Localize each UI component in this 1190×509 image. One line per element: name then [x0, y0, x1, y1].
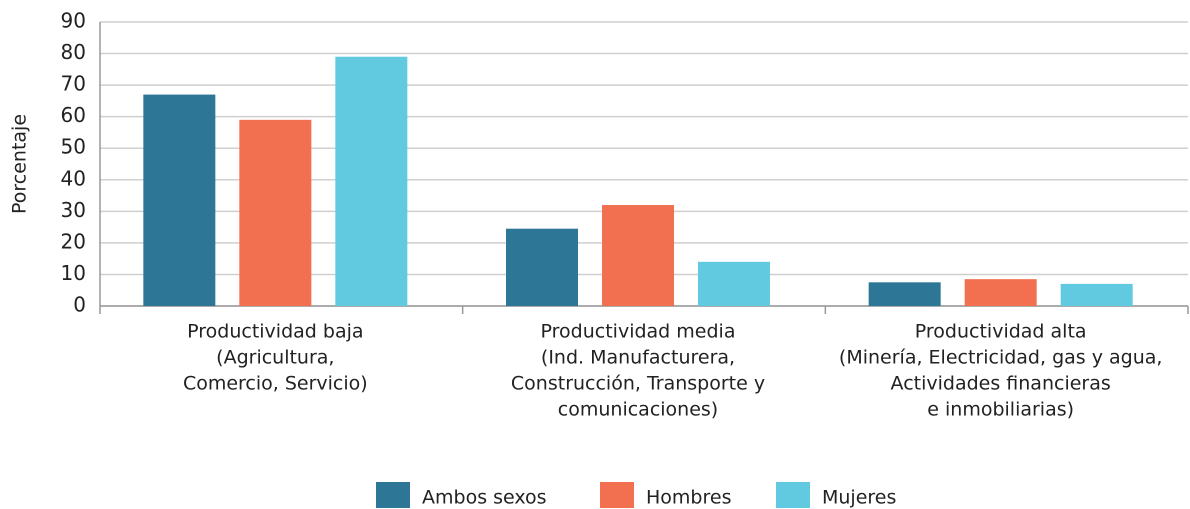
legend-label: Hombres	[646, 487, 731, 509]
x-tick-label: Actividades financieras	[891, 373, 1111, 395]
y-tick-label: 0	[73, 293, 86, 317]
x-tick-label: comunicaciones)	[558, 399, 718, 421]
y-tick-label: 80	[61, 40, 86, 64]
y-tick-label: 50	[61, 135, 86, 159]
legend-swatch	[600, 482, 634, 508]
legend-label: Mujeres	[822, 487, 896, 509]
y-tick-label: 30	[61, 198, 86, 222]
bar	[239, 119, 312, 306]
bar	[1060, 283, 1133, 306]
x-tick-label: (Ind. Manufacturera,	[541, 347, 735, 369]
bar	[868, 282, 941, 306]
legend-swatch	[776, 482, 810, 508]
x-tick-label: e inmobiliarias)	[927, 399, 1074, 421]
bar	[506, 228, 578, 306]
x-tick-label: Productividad baja	[187, 321, 363, 343]
x-tick-label: (Minería, Electricidad, gas y agua,	[839, 347, 1163, 369]
x-tick-label: (Agricultura,	[216, 347, 334, 369]
y-tick-label: 10	[61, 261, 86, 285]
bar	[964, 279, 1037, 306]
y-tick-label: 20	[61, 229, 86, 253]
bar	[698, 261, 770, 306]
bar	[143, 94, 216, 306]
legend-label: Ambos sexos	[422, 487, 547, 509]
bar	[602, 205, 674, 306]
y-tick-label: 40	[61, 166, 86, 190]
x-tick-label: Construcción, Transporte y	[511, 373, 765, 395]
y-tick-label: 90	[61, 9, 86, 33]
x-tick-label: Comercio, Servicio)	[183, 373, 368, 395]
y-tick-label: 60	[61, 103, 86, 127]
y-tick-label: 70	[61, 72, 86, 96]
bar	[335, 56, 408, 306]
x-tick-label: Productividad alta	[915, 321, 1087, 343]
legend-swatch	[376, 482, 410, 508]
y-axis-label: Porcentaje	[9, 114, 31, 214]
x-tick-label: Productividad media	[541, 321, 736, 343]
